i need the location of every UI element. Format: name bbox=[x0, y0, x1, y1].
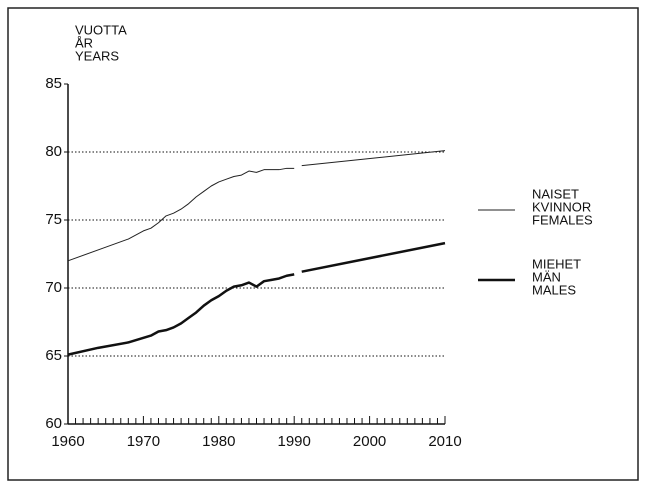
series-line bbox=[67, 167, 295, 262]
legend-label: MÄN bbox=[532, 269, 561, 284]
x-tick-label: 1960 bbox=[51, 433, 84, 450]
y-axis-label: ÅR bbox=[75, 35, 93, 50]
frame bbox=[7, 7, 639, 481]
series-line bbox=[67, 273, 295, 356]
legend-label: MIEHET bbox=[532, 256, 581, 271]
legend-label: NAISET bbox=[532, 186, 579, 201]
legend-label: KVINNOR bbox=[532, 199, 591, 214]
x-tick-label: 2000 bbox=[353, 433, 386, 450]
legend-label: MALES bbox=[532, 282, 576, 297]
y-tick-label: 60 bbox=[45, 415, 62, 432]
x-tick-label: 1980 bbox=[202, 433, 235, 450]
y-axis-label: YEARS bbox=[75, 48, 119, 63]
series-line bbox=[301, 150, 446, 167]
series-line bbox=[301, 241, 446, 273]
x-tick-label: 2010 bbox=[428, 433, 461, 450]
y-tick-label: 75 bbox=[45, 211, 62, 228]
y-tick-label: 70 bbox=[45, 279, 62, 296]
y-tick-label: 85 bbox=[45, 75, 62, 92]
legend-label: FEMALES bbox=[532, 212, 593, 227]
x-tick-label: 1970 bbox=[127, 433, 160, 450]
y-tick-label: 80 bbox=[45, 143, 62, 160]
y-axis-label: VUOTTA bbox=[75, 22, 127, 37]
y-tick-label: 65 bbox=[45, 347, 62, 364]
x-tick-label: 1990 bbox=[278, 433, 311, 450]
